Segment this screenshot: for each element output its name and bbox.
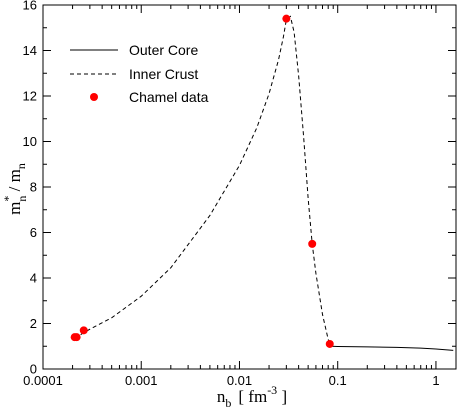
y-axis-title-slash: / m bbox=[5, 169, 24, 195]
x-tick-label: 1 bbox=[432, 373, 439, 388]
x-tick-label: 0.01 bbox=[227, 373, 252, 388]
y-tick-label: 4 bbox=[30, 271, 37, 286]
data-point-chamel-data bbox=[72, 333, 81, 342]
y-tick-label: 2 bbox=[30, 316, 37, 331]
y-tick-label: 12 bbox=[23, 89, 37, 104]
data-point-chamel-data bbox=[308, 239, 317, 248]
data-point-chamel-data bbox=[325, 339, 334, 348]
x-axis-title-base: n bbox=[217, 387, 226, 406]
y-tick-label: 0 bbox=[30, 362, 37, 377]
series-line-inner-crust bbox=[74, 15, 332, 346]
marker-layer bbox=[70, 14, 334, 348]
x-axis-title-open: [ fm bbox=[238, 387, 267, 406]
legend-label-chamel-data: Chamel data bbox=[129, 89, 209, 105]
x-axis-title-close: ] bbox=[277, 387, 287, 406]
y-axis-title-sup: * bbox=[1, 196, 15, 202]
y-tick-label: 6 bbox=[30, 225, 37, 240]
legend-swatch-chamel-data bbox=[90, 93, 98, 101]
y-axis-title-base: m bbox=[5, 202, 24, 215]
series-layer bbox=[74, 15, 454, 351]
y-axis-title: m*n / mn bbox=[1, 163, 29, 215]
legend: Outer Core Inner Crust Chamel data bbox=[70, 42, 209, 105]
x-axis-title-sup: -3 bbox=[267, 383, 277, 397]
x-axis-title: nb [ fm-3 ] bbox=[217, 383, 287, 409]
y-axis-title-sub2: n bbox=[14, 163, 28, 169]
x-tick-label: 0.001 bbox=[125, 373, 158, 388]
y-tick-label: 16 bbox=[23, 0, 37, 13]
x-tick-label: 0.0001 bbox=[23, 373, 63, 388]
plot-frame bbox=[42, 4, 457, 370]
legend-label-inner-crust: Inner Crust bbox=[129, 66, 198, 82]
y-axis-title-sub: n bbox=[15, 196, 29, 202]
data-point-chamel-data bbox=[79, 326, 88, 335]
x-tick-label: 0.1 bbox=[329, 373, 347, 388]
y-tick-label: 8 bbox=[30, 180, 37, 195]
legend-label-outer-core: Outer Core bbox=[129, 42, 198, 58]
series-line-outer-core bbox=[330, 345, 454, 351]
data-point-chamel-data bbox=[282, 14, 291, 23]
y-tick-label: 10 bbox=[23, 134, 37, 149]
plot-frame-layer bbox=[42, 4, 457, 370]
y-tick-label: 14 bbox=[23, 43, 37, 58]
x-axis-title-sub: b bbox=[225, 396, 231, 409]
